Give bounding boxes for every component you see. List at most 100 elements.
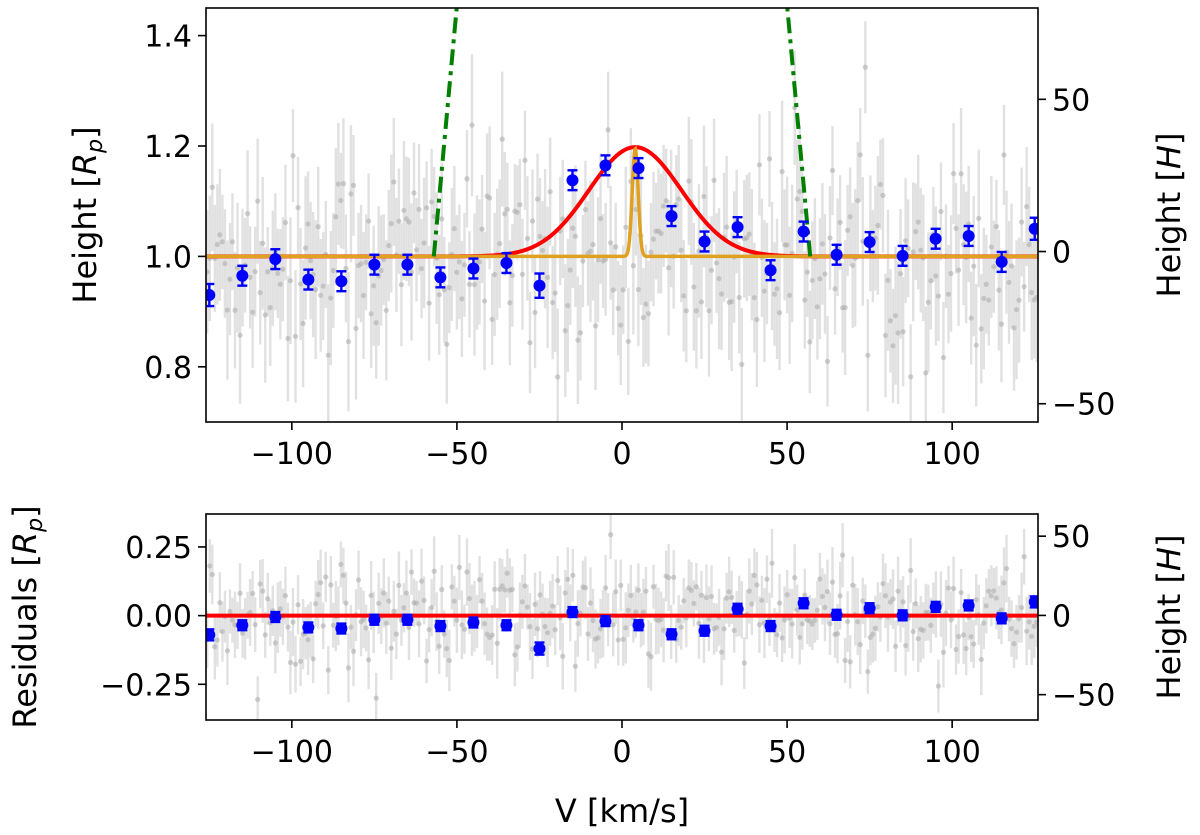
bottom-raw-point: [676, 617, 682, 624]
top-raw-point: [222, 260, 228, 267]
top-raw-point: [991, 264, 997, 270]
bottom-raw-point: [418, 578, 425, 584]
bottom-raw-point: [421, 597, 427, 603]
top-raw-point: [514, 209, 520, 215]
bottom-raw-point: [479, 598, 485, 604]
top-model-bound-left: [431, 8, 459, 257]
top-raw-point: [497, 241, 503, 247]
top-raw-point: [597, 215, 604, 222]
top-raw-point: [794, 196, 800, 202]
top-raw-point: [955, 267, 962, 273]
bottom-raw-point: [860, 598, 866, 604]
bottom-raw-point: [292, 661, 299, 667]
bottom-raw-point: [464, 569, 470, 575]
top-raw-point: [676, 196, 682, 202]
top-raw-point: [713, 260, 720, 266]
top-raw-point: [958, 171, 964, 177]
top-binned-point: [236, 264, 249, 287]
top-y-axis-label-right: Height [H]: [1150, 133, 1188, 298]
bottom-raw-point: [784, 592, 790, 598]
bottom-raw-point: [504, 570, 510, 576]
top-raw-point: [401, 207, 407, 214]
top-raw-point: [459, 296, 465, 302]
bottom-raw-point: [817, 576, 823, 582]
bottom-raw-point: [383, 620, 389, 626]
top-raw-point: [776, 310, 783, 316]
top-raw-point: [532, 309, 538, 316]
top-raw-point: [255, 198, 261, 204]
top-y-tick-label: 1.2: [144, 130, 192, 165]
bottom-raw-point: [633, 609, 639, 615]
top-binned-point: [206, 282, 216, 308]
bottom-raw-point: [393, 631, 399, 637]
bottom-raw-point: [431, 568, 437, 574]
bottom-binned-point: [863, 602, 876, 615]
bottom-raw-point: [582, 585, 589, 591]
top-raw-point: [570, 225, 576, 231]
top-raw-point: [206, 269, 210, 275]
top-raw-point: [489, 316, 495, 322]
top-raw-point: [1029, 289, 1035, 296]
top-raw-point: [378, 267, 384, 274]
top-raw-point: [933, 273, 939, 279]
bottom-raw-point: [426, 627, 432, 633]
top-raw-point: [587, 248, 594, 254]
top-raw-point: [698, 299, 705, 305]
bottom-raw-point: [950, 585, 957, 592]
top-raw-point: [620, 287, 626, 293]
top-raw-point: [308, 258, 314, 264]
top-binned-point: [1028, 216, 1038, 242]
bottom-raw-point: [209, 571, 215, 578]
top-binned-point: [566, 169, 579, 192]
bottom-raw-point: [834, 631, 841, 637]
bottom-raw-point: [908, 567, 914, 574]
top-raw-point: [618, 322, 624, 328]
bottom-raw-point: [845, 618, 851, 625]
top-raw-point: [529, 218, 536, 224]
bottom-binned-point: [533, 641, 546, 656]
top-raw-point: [277, 281, 283, 287]
top-raw-point: [1024, 203, 1030, 210]
bottom-raw-point: [376, 600, 382, 606]
top-raw-point: [928, 278, 934, 284]
top-y-tick-label-right: 50: [1052, 83, 1090, 118]
bottom-raw-point: [532, 601, 538, 607]
top-raw-point: [487, 195, 493, 201]
top-binned-point: [830, 243, 843, 266]
top-raw-point: [623, 224, 629, 230]
bottom-raw-point: [1003, 565, 1010, 572]
bottom-raw-point: [759, 597, 765, 603]
bottom-raw-point: [413, 600, 420, 606]
top-raw-point: [436, 292, 442, 298]
top-raw-point: [292, 333, 299, 339]
bottom-raw-point: [461, 626, 468, 632]
top-raw-point: [895, 330, 901, 336]
bottom-raw-point: [724, 595, 730, 601]
top-raw-point: [779, 169, 785, 175]
bottom-raw-point: [408, 569, 415, 575]
bottom-raw-point: [323, 574, 329, 580]
bottom-raw-point: [850, 582, 856, 588]
bottom-binned-point: [500, 619, 513, 632]
bottom-raw-point: [373, 695, 379, 701]
top-raw-point: [615, 305, 621, 311]
bottom-binned-point: [665, 628, 678, 641]
top-raw-point: [832, 286, 838, 292]
bottom-y-axis-label: Residuals [Rp]: [6, 505, 48, 728]
top-raw-point: [209, 184, 215, 190]
bottom-binned-point: [206, 628, 216, 642]
bottom-raw-point: [910, 628, 916, 635]
top-raw-point: [499, 136, 505, 142]
top-raw-point: [761, 288, 768, 294]
top-binned-point: [731, 216, 744, 239]
top-raw-point: [479, 226, 485, 232]
bottom-raw-point: [650, 584, 657, 590]
bottom-raw-point: [575, 620, 581, 627]
top-raw-point: [663, 198, 669, 204]
top-y-ticks-right: −50 0 50: [1038, 83, 1115, 423]
bottom-raw-point: [623, 625, 629, 631]
top-raw-point: [945, 291, 952, 297]
bottom-raw-point: [613, 589, 619, 595]
bottom-raw-point: [315, 591, 321, 598]
bottom-raw-point: [1029, 633, 1035, 639]
